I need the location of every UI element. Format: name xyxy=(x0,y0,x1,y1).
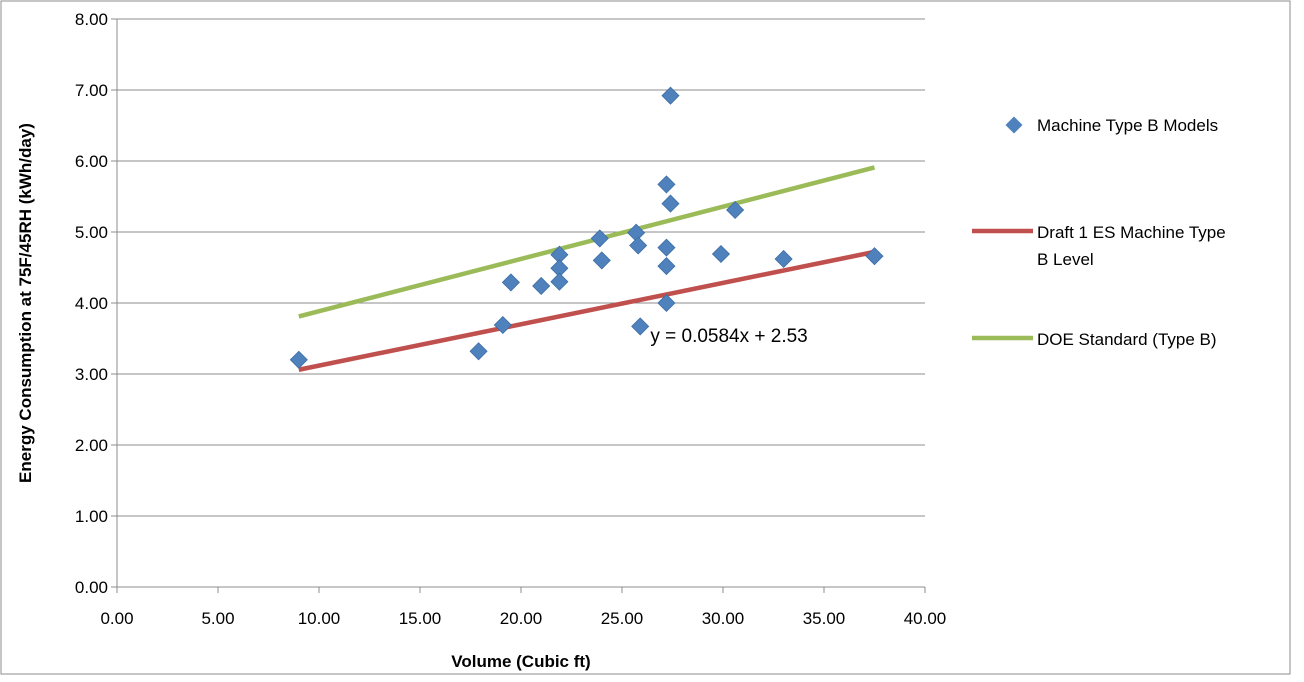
x-tick-label: 0.00 xyxy=(100,609,133,628)
x-tick-label: 35.00 xyxy=(803,609,846,628)
x-tick-label: 20.00 xyxy=(500,609,543,628)
axes xyxy=(111,18,926,593)
y-tick-label: 5.00 xyxy=(75,223,108,242)
data-point xyxy=(550,245,569,264)
data-point xyxy=(592,251,611,270)
legend-item-machine-type-b: Machine Type B Models xyxy=(1005,116,1218,135)
data-point xyxy=(726,200,745,220)
x-tick-label: 25.00 xyxy=(601,609,644,628)
data-point xyxy=(469,342,488,361)
y-tick-label: 2.00 xyxy=(75,436,108,455)
data-point xyxy=(289,350,308,369)
x-axis-title: Volume (Cubic ft) xyxy=(451,652,590,671)
x-tick-label: 15.00 xyxy=(399,609,442,628)
y-axis-title: Energy Consumption at 75F/45RH (kWh/day) xyxy=(16,123,35,483)
data-point xyxy=(865,247,884,266)
legend-label: B Level xyxy=(1037,250,1094,269)
data-point xyxy=(661,194,680,213)
series-line xyxy=(298,165,876,319)
x-tick-label: 5.00 xyxy=(201,609,234,628)
data-point xyxy=(550,259,569,278)
chart-border xyxy=(0,0,1291,675)
data-point xyxy=(657,238,676,257)
data-point xyxy=(661,86,680,105)
plot-area xyxy=(289,86,884,372)
legend-label: Draft 1 ES Machine Type xyxy=(1037,223,1226,242)
data-point xyxy=(493,315,512,335)
data-point xyxy=(657,293,676,313)
legend-marker-diamond xyxy=(1005,116,1023,134)
legend-label: Machine Type B Models xyxy=(1037,116,1218,135)
legend-label: DOE Standard (Type B) xyxy=(1037,330,1217,349)
x-tick-label: 30.00 xyxy=(702,609,745,628)
y-tick-label: 3.00 xyxy=(75,365,108,384)
data-point xyxy=(629,236,648,255)
legend: Machine Type B Models Draft 1 ES Machine… xyxy=(972,116,1226,349)
y-tick-label: 1.00 xyxy=(75,507,108,526)
data-point xyxy=(711,244,731,264)
data-point xyxy=(657,257,676,276)
data-point xyxy=(501,273,520,292)
data-point xyxy=(627,223,646,242)
x-tick-label: 10.00 xyxy=(298,609,341,628)
data-point xyxy=(550,272,569,291)
data-point xyxy=(631,317,650,336)
grid xyxy=(117,18,925,517)
data-point xyxy=(532,276,551,296)
legend-item-doe-standard: DOE Standard (Type B) xyxy=(972,330,1217,349)
y-tick-label: 6.00 xyxy=(75,152,108,171)
data-point xyxy=(590,229,609,248)
y-tick-label: 0.00 xyxy=(75,578,108,597)
x-tick-label: 40.00 xyxy=(904,609,947,628)
y-tick-label: 8.00 xyxy=(75,10,108,29)
tick-labels: 0.00 1.00 2.00 3.00 4.00 5.00 6.00 7.00 8.00 0.00… xyxy=(75,10,946,628)
trendline-equation: y = 0.0584x + 2.53 xyxy=(650,326,807,347)
data-point xyxy=(774,249,793,269)
series-line xyxy=(298,249,875,372)
y-tick-label: 4.00 xyxy=(75,294,108,313)
data-point xyxy=(657,175,676,194)
legend-item-draft-es: Draft 1 ES Machine Type B Level xyxy=(972,223,1226,269)
y-tick-label: 7.00 xyxy=(75,81,108,100)
